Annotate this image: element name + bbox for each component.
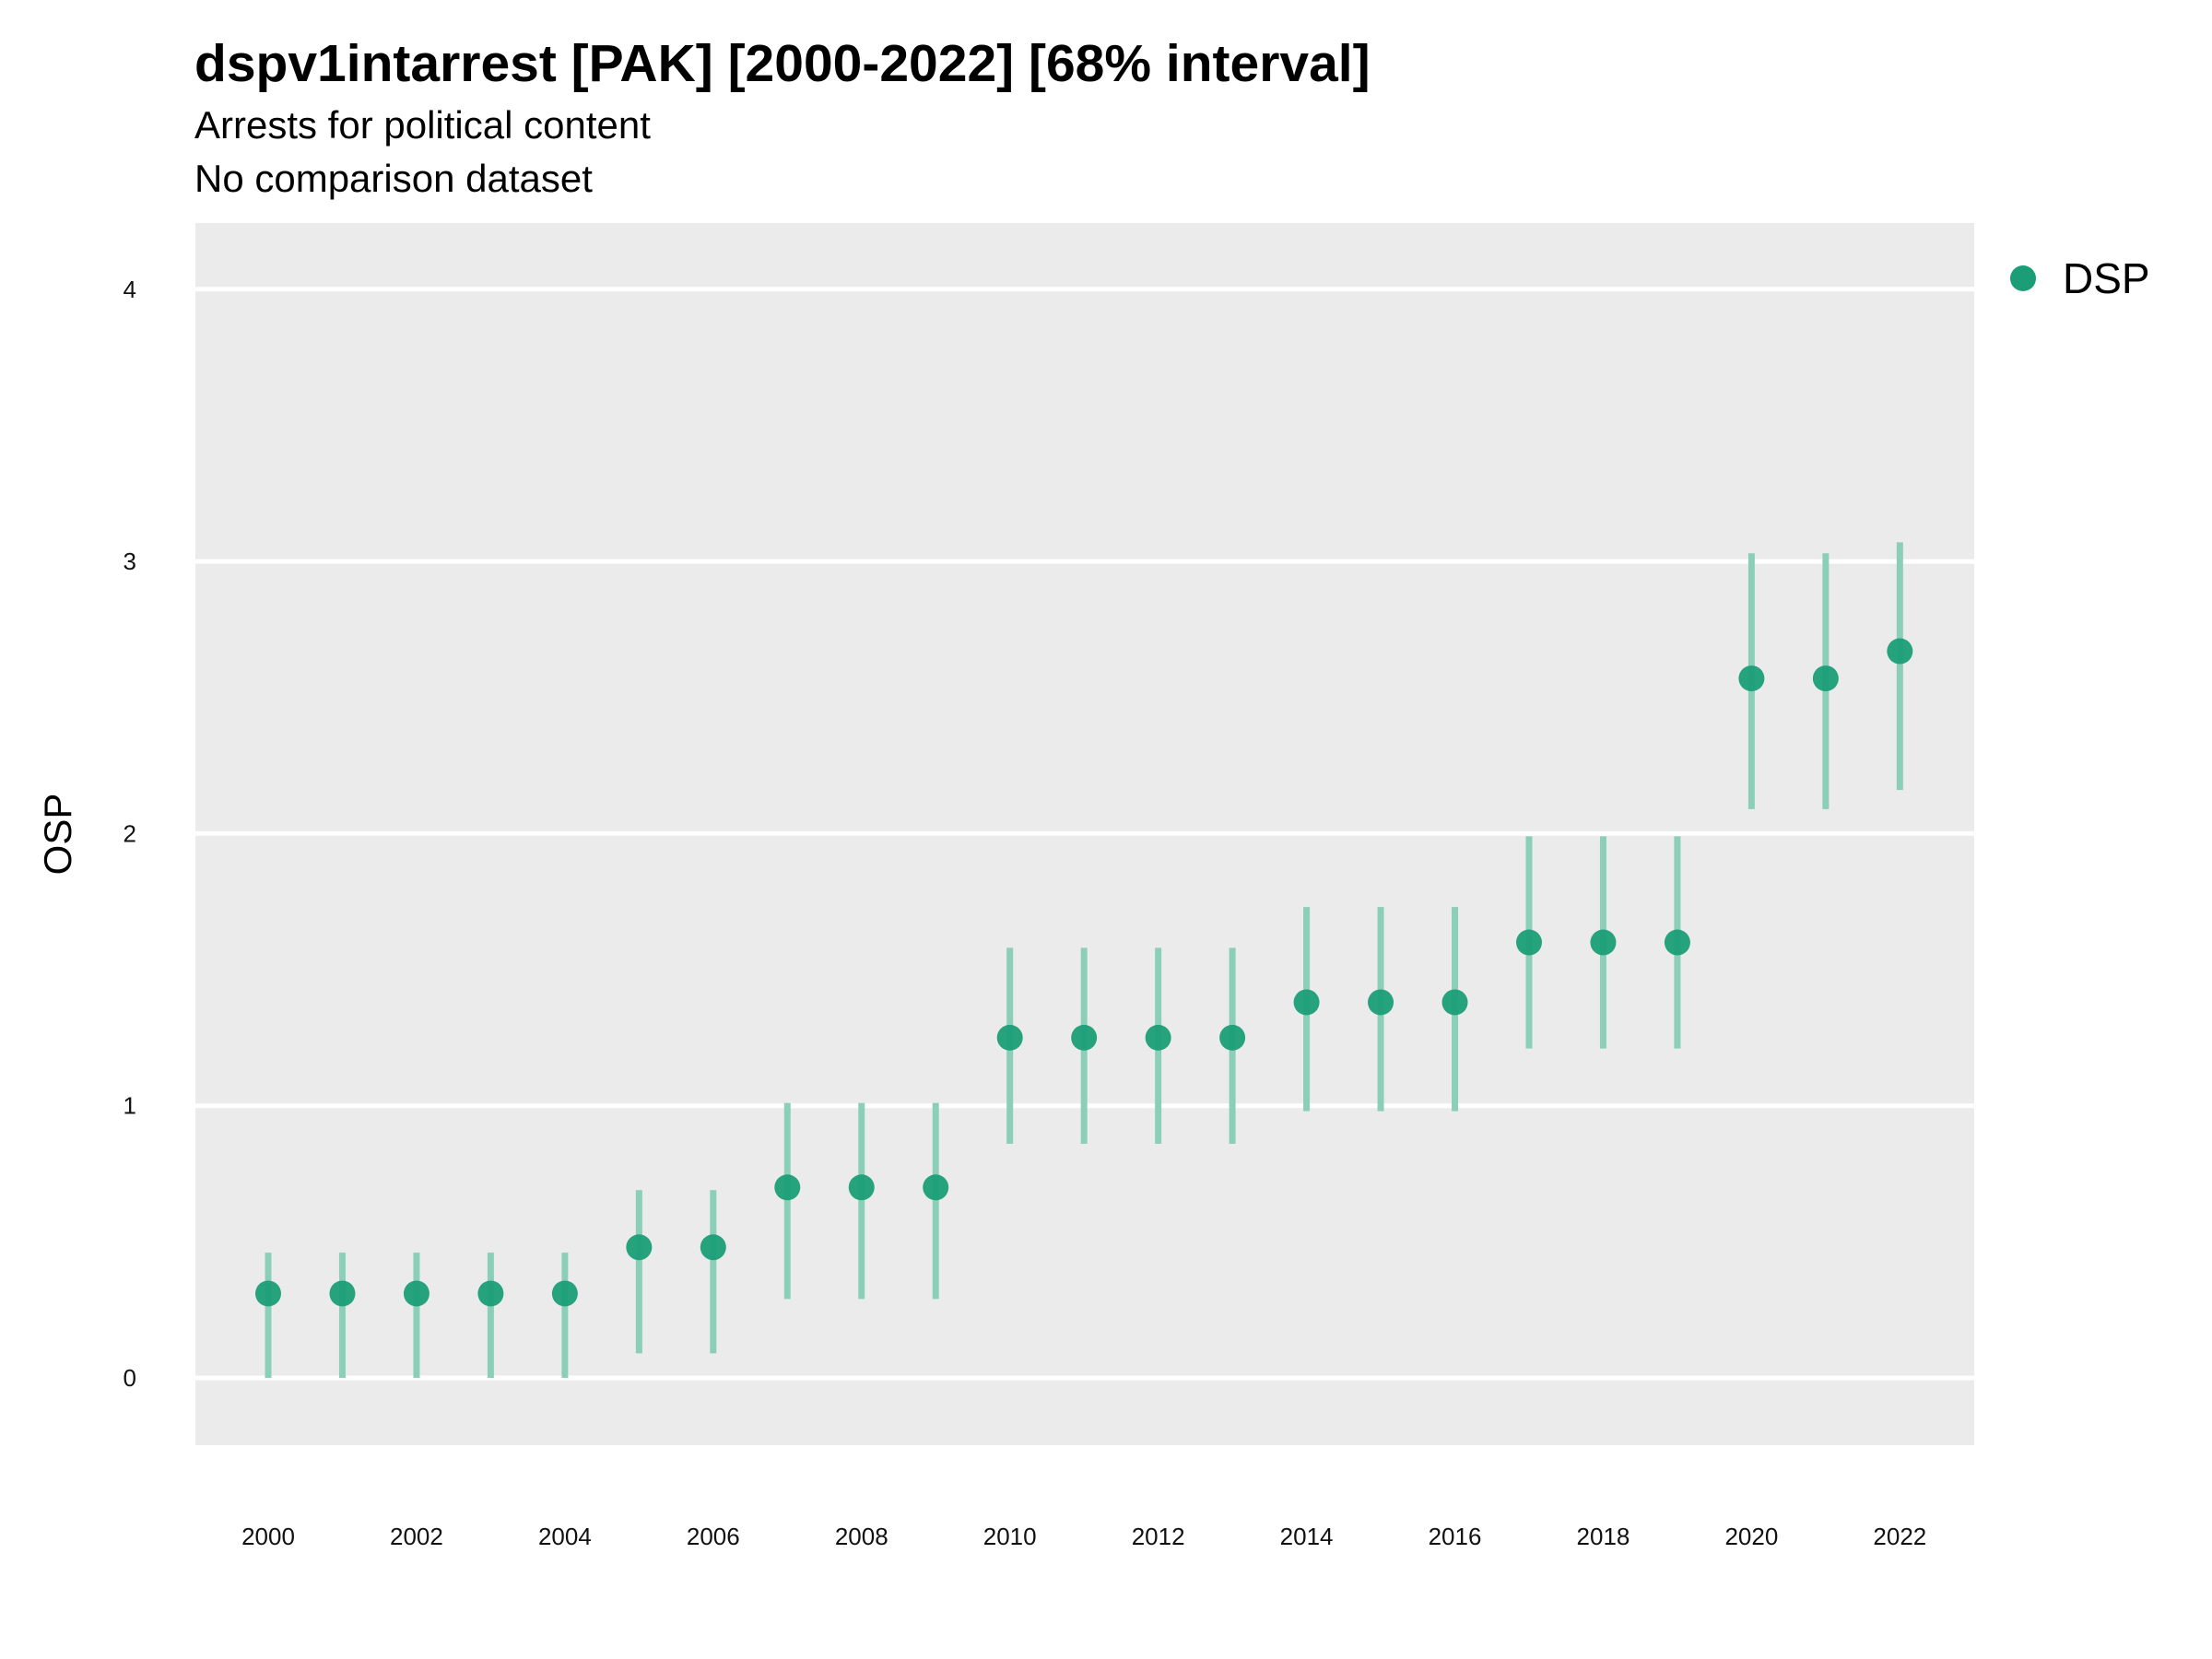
point-2022 <box>1887 638 1913 665</box>
point-2019 <box>1664 929 1690 956</box>
point-2014 <box>1293 989 1320 1016</box>
point-2009 <box>923 1174 949 1201</box>
x-tick-label-2000: 2000 <box>241 1523 295 1550</box>
point-2012 <box>1145 1024 1171 1051</box>
legend-key-dsp <box>2010 265 2036 291</box>
x-tick-label-2008: 2008 <box>835 1523 888 1550</box>
chart-subtitle-2: No comparison dataset <box>194 157 593 200</box>
x-tick-labels: 2000 2002 2004 2006 2008 2010 2012 2014 2016 2018… <box>241 1523 1926 1550</box>
point-2020 <box>1738 665 1765 692</box>
point-2017 <box>1515 929 1542 956</box>
point-2004 <box>551 1280 578 1307</box>
x-tick-label-2002: 2002 <box>390 1523 443 1550</box>
x-tick-label-2018: 2018 <box>1577 1523 1630 1550</box>
x-tick-label-2004: 2004 <box>538 1523 592 1550</box>
x-tick-label-2016: 2016 <box>1429 1523 1482 1550</box>
y-tick-label-2: 2 <box>124 819 136 847</box>
point-2015 <box>1368 989 1394 1016</box>
x-tick-label-2020: 2020 <box>1724 1523 1778 1550</box>
y-tick-label-4: 4 <box>124 276 136 303</box>
x-tick-label-2006: 2006 <box>687 1523 740 1550</box>
x-tick-label-2014: 2014 <box>1280 1523 1334 1550</box>
point-2021 <box>1812 665 1839 692</box>
data-points <box>255 638 1913 1307</box>
y-axis-label: OSP <box>36 794 79 876</box>
x-tick-label-2012: 2012 <box>1132 1523 1185 1550</box>
point-2005 <box>626 1234 653 1261</box>
y-tick-label-0: 0 <box>124 1364 136 1392</box>
x-tick-label-2010: 2010 <box>983 1523 1037 1550</box>
point-2008 <box>848 1174 875 1201</box>
point-2013 <box>1219 1024 1246 1051</box>
chart-title: dspv1intarrest [PAK] [2000-2022] [68% in… <box>194 34 1371 93</box>
x-tick-label-2022: 2022 <box>1873 1523 1926 1550</box>
point-2001 <box>329 1280 356 1307</box>
point-2016 <box>1441 989 1468 1016</box>
point-2007 <box>774 1174 801 1201</box>
chart-subtitle-1: Arrests for political content <box>194 103 651 147</box>
point-2006 <box>700 1234 726 1261</box>
legend-label-dsp: DSP <box>2063 254 2150 302</box>
y-tick-label-3: 3 <box>124 547 136 575</box>
point-2011 <box>1071 1024 1098 1051</box>
legend: DSP <box>2010 254 2150 302</box>
y-tick-label-1: 1 <box>124 1092 136 1120</box>
y-tick-labels: 0 1 2 3 4 <box>124 276 136 1392</box>
point-2000 <box>255 1280 281 1307</box>
point-2010 <box>996 1024 1023 1051</box>
point-2018 <box>1590 929 1617 956</box>
point-2003 <box>477 1280 504 1307</box>
point-2002 <box>403 1280 429 1307</box>
